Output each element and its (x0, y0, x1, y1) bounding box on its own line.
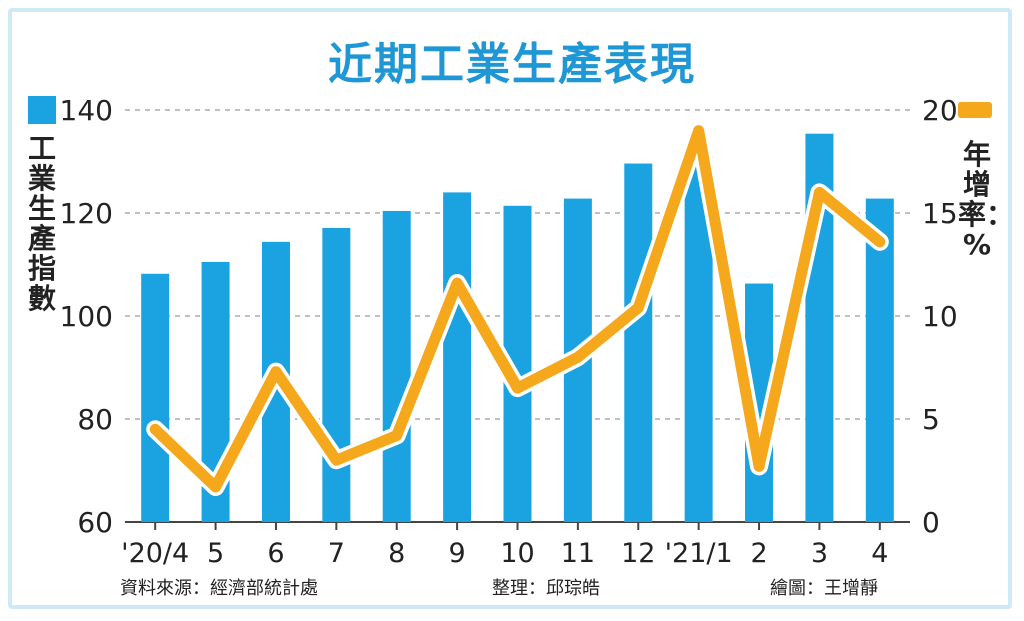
x-tick-label: 7 (328, 538, 345, 569)
bar (443, 192, 472, 522)
left-axis-legend: 工業生產指數 (24, 96, 64, 314)
x-tick-label: 6 (267, 538, 284, 569)
bar (141, 273, 170, 522)
x-tick-label: 10 (500, 538, 534, 569)
left-tick-label: 140 (60, 94, 113, 127)
right-tick-label: 20 (922, 94, 958, 127)
line-legend-swatch (958, 102, 992, 118)
bar (322, 227, 351, 522)
x-tick-label: '21/1 (665, 538, 733, 569)
footer-illustrator: 繪圖：王增靜 (770, 578, 878, 599)
x-tick-label: 8 (388, 538, 405, 569)
left-tick-label: 120 (60, 197, 113, 230)
right-tick-label: 15 (922, 197, 958, 230)
x-tick-label: 3 (811, 538, 828, 569)
bar (382, 210, 411, 522)
x-tick-label: 2 (750, 538, 767, 569)
left-tick-label: 60 (77, 506, 113, 539)
x-tick-label: 9 (449, 538, 466, 569)
bar-legend-swatch (28, 96, 56, 124)
footer-editor: 整理：邱琮皓 (492, 578, 600, 599)
bar (624, 163, 653, 522)
right-tick-label: 0 (922, 506, 940, 539)
x-tick-label: '20/4 (121, 538, 189, 569)
right-tick-label: 5 (922, 403, 940, 436)
x-tick-label: 11 (561, 538, 595, 569)
bar (865, 198, 894, 522)
x-tick-label: 4 (871, 538, 888, 569)
left-axis-label: 工業生產指數 (27, 132, 56, 315)
footer-source: 資料來源：經濟部統計處 (120, 578, 318, 599)
x-tick-label: 12 (621, 538, 655, 569)
left-tick-label: 100 (60, 300, 113, 333)
right-tick-label: 10 (922, 300, 958, 333)
chart-title: 近期工業生產表現 (328, 39, 696, 90)
left-tick-label: 80 (77, 403, 113, 436)
x-tick-label: 5 (207, 538, 224, 569)
